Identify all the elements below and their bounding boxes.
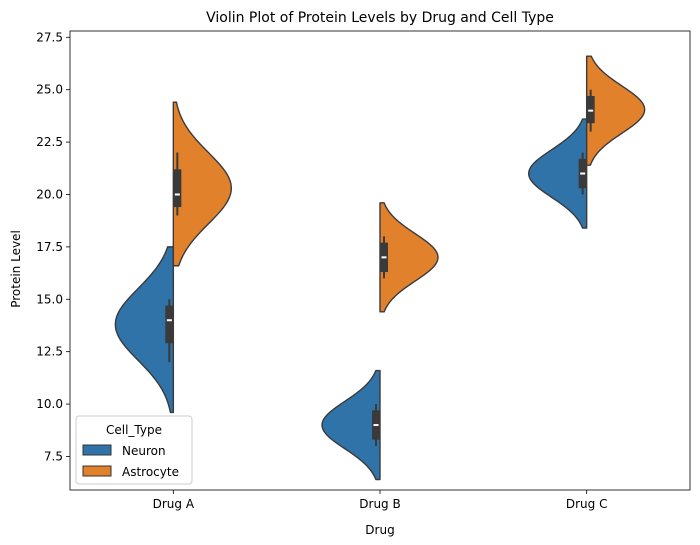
legend: Cell_Type Neuron Astrocyte bbox=[75, 415, 193, 485]
x-tick-label: Drug C bbox=[566, 497, 608, 511]
x-tick-label: Drug A bbox=[153, 497, 195, 511]
y-tick-label: 20.0 bbox=[36, 187, 63, 201]
y-tick-label: 17.5 bbox=[36, 240, 63, 254]
box-layer bbox=[165, 89, 595, 446]
y-tick-label: 25.0 bbox=[36, 83, 63, 97]
violin-neuron-drug-c bbox=[527, 118, 588, 229]
y-tick-label: 7.5 bbox=[44, 449, 63, 463]
violin-astrocyte-drug-c bbox=[585, 55, 646, 166]
legend-swatch-astrocyte bbox=[82, 465, 112, 477]
iqr-box-astrocyte-drug-a bbox=[173, 169, 182, 208]
x-tick-label: Drug B bbox=[359, 497, 400, 511]
x-axis: Drug A Drug B Drug C bbox=[153, 490, 608, 511]
y-tick-label: 27.5 bbox=[36, 30, 63, 44]
violin-astrocyte-drug-b bbox=[379, 202, 439, 313]
y-tick-label: 22.5 bbox=[36, 135, 63, 149]
chart-title: Violin Plot of Protein Levels by Drug an… bbox=[206, 10, 554, 26]
y-tick-label: 12.5 bbox=[36, 345, 63, 359]
violin-layer bbox=[114, 55, 646, 481]
iqr-box-astrocyte-drug-c bbox=[586, 95, 595, 124]
y-axis-label: Protein Level bbox=[9, 230, 23, 308]
y-tick-label: 15.0 bbox=[36, 292, 63, 306]
legend-title: Cell_Type bbox=[106, 423, 162, 437]
legend-swatch-neuron bbox=[82, 444, 112, 456]
violin-astrocyte-drug-a bbox=[172, 101, 233, 267]
y-axis: 7.5 10.0 12.5 15.0 17.5 20.0 22.5 25.0 27.5 bbox=[36, 30, 70, 463]
legend-label-neuron: Neuron bbox=[122, 444, 166, 458]
legend-label-astrocyte: Astrocyte bbox=[122, 465, 179, 479]
iqr-box-neuron-drug-a bbox=[165, 305, 174, 344]
y-tick-label: 10.0 bbox=[36, 397, 63, 411]
violin-neuron-drug-b bbox=[321, 369, 381, 481]
x-axis-label: Drug bbox=[365, 523, 394, 537]
violin-neuron-drug-a bbox=[114, 246, 175, 414]
